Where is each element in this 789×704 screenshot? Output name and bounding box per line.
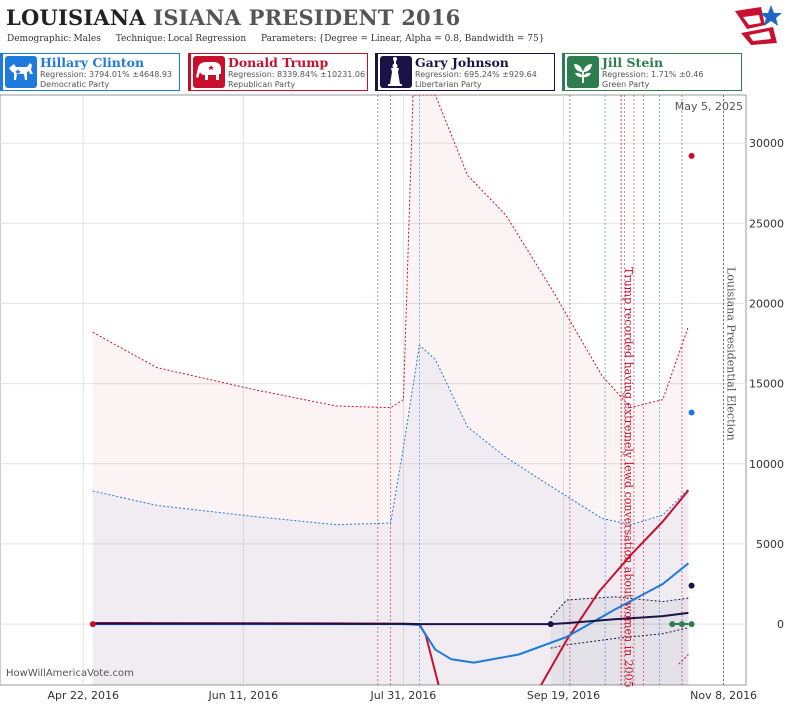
- y-tick-label: 5000: [756, 538, 784, 551]
- confidence-band-lower: [550, 627, 689, 649]
- poll-point: [678, 621, 685, 628]
- x-tick-label: Jun 11, 2016: [207, 689, 278, 702]
- y-tick-label: 30000: [749, 137, 784, 150]
- candidate-party: Libertarian Party: [415, 80, 482, 89]
- candidate-card-clinton[interactable]: Hillary Clinton Regression: 3794.01% ±46…: [0, 53, 180, 91]
- candidate-name: Hillary Clinton: [40, 55, 145, 70]
- confidence-band-fill: [550, 596, 689, 685]
- poll-point: [688, 152, 695, 159]
- param-technique: Technique: Local Regression: [115, 34, 247, 44]
- regression-line: [540, 489, 690, 685]
- candidate-card-stein[interactable]: Jill Stein Regression: 1.71% ±0.46 Green…: [562, 53, 742, 91]
- y-tick-label: 15000: [749, 378, 784, 391]
- candidate-regression: Regression: 8339.84% ±10231.06: [228, 70, 366, 79]
- poll-point: [89, 621, 96, 628]
- confidence-band-fill: [92, 345, 689, 685]
- annotation-label: Trump recorded having extremely lewd con…: [622, 267, 635, 688]
- page-title-rest: ISIANA PRESIDENT 2016: [153, 5, 461, 30]
- x-tick-label: Apr 22, 2016: [47, 689, 119, 702]
- x-tick-label: Jul 31, 2016: [370, 689, 437, 702]
- parameters-line: Demographic: Males Technique: Local Regres…: [7, 34, 556, 44]
- candidate-party: Green Party: [602, 80, 650, 89]
- date-stamp: May 5, 2025: [674, 100, 743, 113]
- candidate-party: Republican Party: [228, 80, 296, 89]
- plot-content: [89, 95, 724, 685]
- donkey-icon: [5, 56, 37, 88]
- param-demographic: Demographic: Males: [7, 34, 101, 44]
- candidate-name: Gary Johnson: [415, 55, 509, 70]
- y-tick-label: 25000: [749, 217, 784, 230]
- elephant-icon: [193, 56, 225, 88]
- confidence-band-upper: [92, 344, 689, 526]
- site-logo-icon: [735, 5, 782, 45]
- y-tick-label: 10000: [749, 458, 784, 471]
- candidate-card-johnson[interactable]: Gary Johnson Regression: 695.24% ±929.64…: [375, 53, 555, 91]
- x-tick-label: Sep 19, 2016: [527, 689, 600, 702]
- candidate-regression: Regression: 1.71% ±0.46: [602, 70, 704, 79]
- annotation-label: Louisiana Presidential Election: [725, 267, 738, 441]
- poll-point: [688, 409, 695, 416]
- confidence-band-upper: [550, 596, 689, 619]
- candidate-name: Jill Stein: [602, 55, 664, 70]
- watermark: HowWillAmericaVote.com: [6, 668, 134, 679]
- poll-point: [688, 621, 695, 628]
- candidate-regression: Regression: 695.24% ±929.64: [415, 70, 537, 79]
- page-title-state: LOUISIANA: [6, 5, 146, 30]
- candidate-name: Donald Trump: [228, 55, 329, 70]
- x-tick-label: Nov 8, 2016: [690, 689, 757, 702]
- candidate-party: Democratic Party: [40, 80, 110, 89]
- param-parameters: Parameters: {Degree = Linear, Alpha = 0.8…: [261, 34, 545, 44]
- confidence-band-fill: [92, 95, 689, 685]
- poll-point: [547, 621, 554, 628]
- plot-frame: [0, 94, 747, 686]
- y-tick-label: 20000: [749, 297, 784, 310]
- regression-chart: Trump recorded having extremely lewd con…: [0, 94, 784, 702]
- statue-of-liberty-icon: [380, 56, 412, 88]
- candidate-card-trump[interactable]: Donald Trump Regression: 8339.84% ±10231…: [188, 53, 368, 91]
- y-tick-label: 0: [777, 618, 784, 631]
- poll-point: [688, 582, 695, 589]
- page-title: LOUISIANA ISIANA PRESIDENT 2016: [6, 5, 460, 30]
- candidate-regression: Regression: 3794.01% ±4648.93: [40, 70, 173, 79]
- candidate-cards: Hillary Clinton Regression: 3794.01% ±46…: [0, 53, 789, 93]
- leaf-icon: [567, 56, 599, 88]
- poll-point: [669, 621, 676, 628]
